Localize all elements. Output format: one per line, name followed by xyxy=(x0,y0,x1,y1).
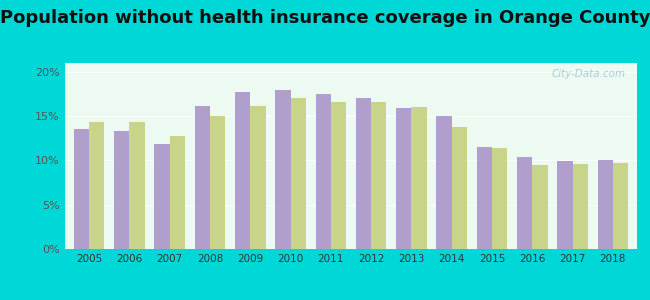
Bar xyxy=(129,122,145,249)
Bar xyxy=(411,107,427,249)
Bar xyxy=(452,127,467,249)
Bar xyxy=(517,157,532,249)
Bar xyxy=(371,102,387,249)
Bar xyxy=(114,131,129,249)
Bar xyxy=(532,165,547,249)
Bar xyxy=(436,116,452,249)
Bar xyxy=(275,91,291,249)
Bar xyxy=(557,161,573,249)
Bar xyxy=(613,163,628,249)
Bar xyxy=(195,106,210,249)
Bar xyxy=(356,98,371,249)
Bar xyxy=(235,92,250,249)
Bar xyxy=(476,147,492,249)
Bar xyxy=(291,98,306,249)
Bar xyxy=(210,116,226,249)
Text: Population without health insurance coverage in Orange County: Population without health insurance cove… xyxy=(0,9,650,27)
Bar xyxy=(396,108,411,249)
Bar xyxy=(597,160,613,249)
Bar xyxy=(74,129,89,249)
Bar xyxy=(155,144,170,249)
Bar xyxy=(170,136,185,249)
Bar xyxy=(331,102,346,249)
Bar xyxy=(492,148,507,249)
Bar xyxy=(573,164,588,249)
Bar xyxy=(315,94,331,249)
Bar xyxy=(89,122,105,249)
Bar xyxy=(250,106,266,249)
Text: City-Data.com: City-Data.com xyxy=(551,69,625,79)
